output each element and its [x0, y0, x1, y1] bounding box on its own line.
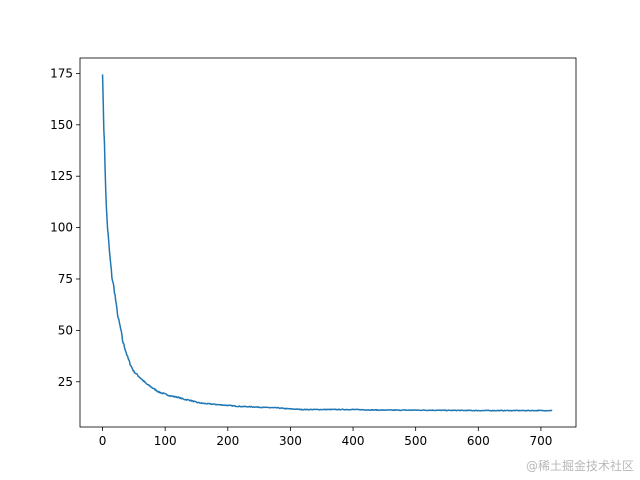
y-tick-label: 125	[50, 169, 73, 183]
y-tick-label: 25	[58, 375, 73, 389]
loss-series-line	[101, 74, 553, 412]
x-tick-label: 100	[154, 434, 177, 448]
x-tick-label: 600	[467, 434, 490, 448]
y-tick-label: 175	[50, 66, 73, 80]
x-tick-label: 0	[99, 434, 107, 448]
y-tick-label: 100	[50, 221, 73, 235]
plot-area	[80, 58, 576, 427]
x-tick-label: 500	[404, 434, 427, 448]
x-tick-label: 200	[216, 434, 239, 448]
plot-frame	[79, 57, 577, 428]
x-axis-ticks: 0 100 200 300 400 500 600 700	[99, 427, 552, 448]
y-tick-label: 75	[58, 272, 73, 286]
watermark-text: @稀土掘金技术社区	[525, 459, 634, 473]
x-tick-label: 300	[279, 434, 302, 448]
y-axis-ticks: 25 50 75 100 125 150 175	[50, 66, 80, 389]
x-tick-label: 400	[342, 434, 365, 448]
x-tick-label: 700	[529, 434, 552, 448]
y-tick-label: 150	[50, 118, 73, 132]
y-tick-label: 50	[58, 323, 73, 337]
